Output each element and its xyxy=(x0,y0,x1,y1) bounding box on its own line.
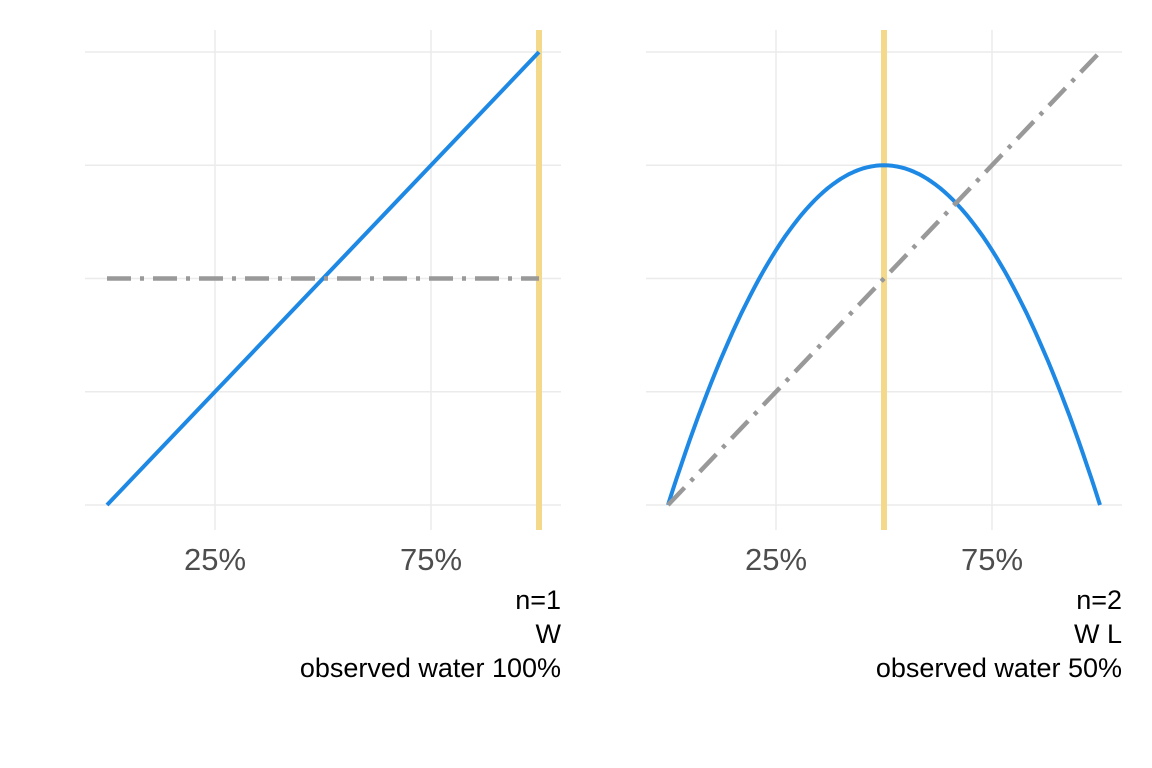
x-tick-label: 25% xyxy=(184,542,246,577)
caption-line: W xyxy=(536,619,562,649)
posterior-line xyxy=(666,163,1102,506)
posterior-line xyxy=(105,50,541,507)
panel-n2: 25% 75% n=2 W L observed water 50% xyxy=(646,30,1122,683)
x-tick-label: 75% xyxy=(400,542,462,577)
x-tick-label: 75% xyxy=(961,542,1023,577)
caption-line: n=2 xyxy=(1076,585,1122,615)
x-tick-label: 25% xyxy=(745,542,807,577)
prior-line xyxy=(666,50,1102,507)
caption-line: observed water 50% xyxy=(876,653,1122,683)
caption-line: observed water 100% xyxy=(300,653,561,683)
caption-line: n=1 xyxy=(515,585,561,615)
caption-line: W L xyxy=(1074,619,1122,649)
